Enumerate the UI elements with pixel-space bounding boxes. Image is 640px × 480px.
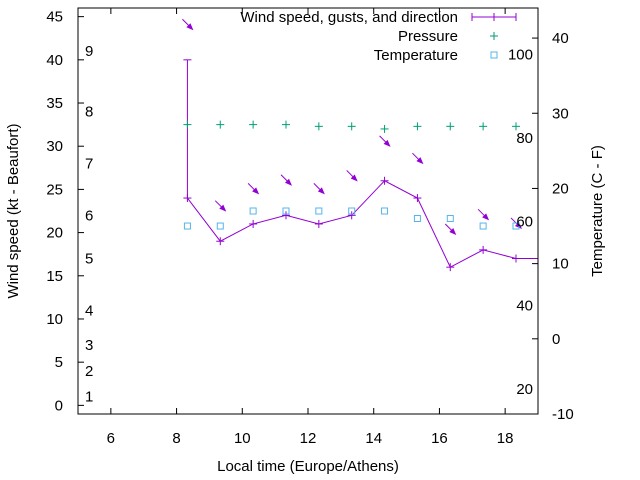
fahrenheit-label: 40: [516, 298, 533, 315]
legend-swatch-temperature: [490, 51, 498, 59]
temperature-point: [183, 222, 191, 230]
y2-tick-label: -10: [552, 406, 574, 423]
temperature-point: [381, 207, 389, 215]
y2-tick-label: 10: [552, 256, 569, 273]
legend-label: Pressure: [398, 28, 458, 45]
wind-direction-arrow-head: [482, 213, 490, 221]
y2-tick-label: 30: [552, 105, 569, 122]
temperature-point: [512, 222, 520, 230]
wind-direction-arrow-head: [219, 204, 227, 212]
temperature-point: [413, 215, 421, 223]
y2-tick-label: 20: [552, 180, 569, 197]
beaufort-label: 6: [85, 207, 93, 224]
plot-frame: [77, 7, 539, 415]
fahrenheit-label: 20: [516, 381, 533, 398]
y-tick-label: 20: [46, 225, 63, 242]
temperature-point: [446, 215, 454, 223]
temperature-point: [479, 222, 487, 230]
y2-axis-label: Temperature (C - F): [589, 145, 606, 277]
x-tick-label: 16: [431, 430, 448, 447]
y2-tick-label: 40: [552, 30, 569, 47]
x-tick-label: 12: [300, 430, 317, 447]
legend-label: Temperature: [374, 47, 458, 64]
temperature-point: [315, 207, 323, 215]
y-tick-label: 10: [46, 311, 63, 328]
y-tick-label: 5: [55, 354, 63, 371]
x-axis-label: Local time (Europe/Athens): [217, 458, 399, 475]
temperature-point: [249, 207, 257, 215]
fahrenheit-label: 60: [516, 214, 533, 231]
beaufort-label: 1: [85, 389, 93, 406]
wind-direction-arrow-head: [416, 157, 424, 165]
beaufort-label: 4: [85, 302, 93, 319]
y2-tick-label: 0: [552, 331, 560, 348]
y-tick-label: 15: [46, 268, 63, 285]
beaufort-label: 3: [85, 337, 93, 354]
x-tick-label: 8: [172, 430, 180, 447]
beaufort-label: 5: [85, 251, 93, 268]
wind-direction-arrow-head: [383, 139, 391, 147]
x-tick-label: 6: [107, 430, 115, 447]
x-tick-label: 14: [365, 430, 382, 447]
y-tick-label: 25: [46, 181, 63, 198]
wind-direction-arrow-head: [186, 23, 194, 31]
chart-marks: [182, 18, 538, 272]
temperature-point: [216, 222, 224, 230]
beaufort-label: 9: [85, 43, 93, 60]
fahrenheit-label: 100: [508, 47, 533, 64]
beaufort-label: 8: [85, 104, 93, 121]
beaufort-label: 7: [85, 155, 93, 172]
temperature-point: [282, 207, 290, 215]
wind-direction-arrow-head: [449, 228, 457, 236]
beaufort-label: 2: [85, 363, 93, 380]
chart-axes: 6 8 10 12 14 16 18051015202530354045-100102030…: [46, 8, 574, 447]
temperature-point: [348, 207, 356, 215]
wind-speed-line: [187, 180, 538, 268]
y-tick-label: 30: [46, 138, 63, 155]
wind-direction-arrow-head: [317, 187, 325, 195]
fahrenheit-label: 80: [516, 130, 533, 147]
legend-label: Wind speed, gusts, and direction: [240, 9, 458, 26]
y-axis-label: Wind speed (kt - Beaufort): [5, 123, 22, 298]
y-tick-label: 45: [46, 9, 63, 26]
x-tick-label: 18: [497, 430, 514, 447]
wind-direction-arrow-head: [252, 187, 260, 195]
wind-direction-arrow-head: [350, 174, 358, 182]
y-tick-label: 0: [55, 397, 63, 414]
y-tick-label: 35: [46, 95, 63, 112]
wind-direction-arrow-head: [284, 178, 292, 186]
x-tick-label: 10: [234, 430, 251, 447]
y-tick-label: 40: [46, 52, 63, 69]
legend: Wind speed, gusts, and direction Pressure…: [240, 9, 517, 64]
